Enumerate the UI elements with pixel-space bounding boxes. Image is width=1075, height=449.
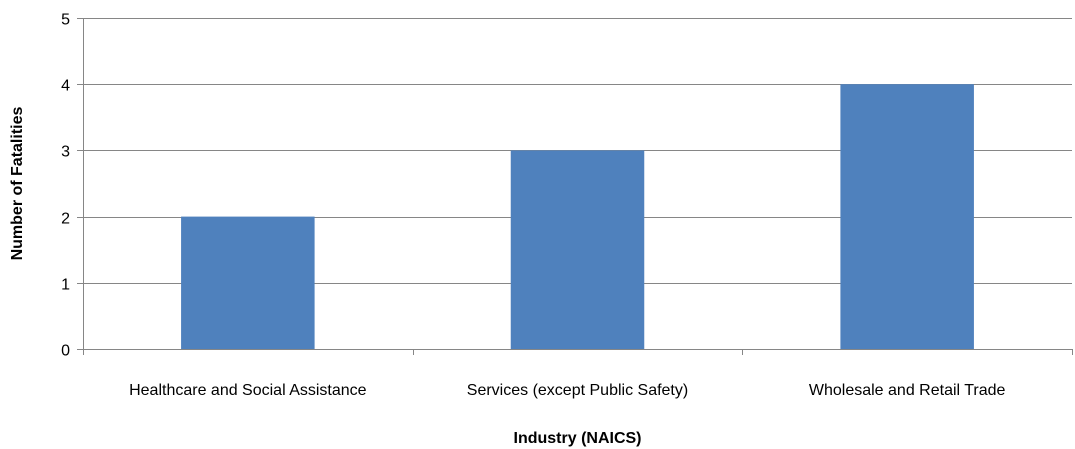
x-category-label: Wholesale and Retail Trade: [809, 382, 1006, 399]
x-category-labels: Healthcare and Social Assistance Services…: [129, 382, 1005, 399]
y-tick-label: 2: [61, 211, 70, 228]
bar: [840, 84, 974, 349]
axes: [77, 18, 1073, 355]
x-category-label: Healthcare and Social Assistance: [129, 382, 367, 399]
y-tick-label: 4: [61, 78, 70, 95]
y-tick-label: 1: [61, 277, 70, 294]
y-tick-labels: 0 1 2 3 4 5: [61, 12, 70, 360]
x-category-label: Services (except Public Safety): [467, 382, 688, 399]
x-axis-title: Industry (NAICS): [514, 430, 642, 447]
bar: [181, 216, 315, 349]
y-tick-label: 3: [61, 144, 70, 161]
y-tick-label: 0: [61, 343, 70, 360]
y-tick-label: 5: [61, 12, 70, 29]
y-axis-title: Number of Fatalities: [9, 107, 26, 261]
bar: [510, 150, 645, 349]
bars: [181, 84, 974, 349]
